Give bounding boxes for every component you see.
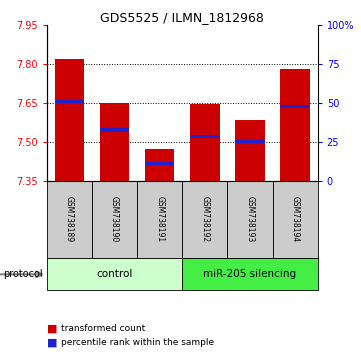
Bar	[190, 135, 219, 138]
Text: GSM738189: GSM738189	[65, 196, 74, 242]
Bar	[100, 128, 129, 132]
Bar	[55, 58, 84, 181]
Bar	[227, 181, 273, 258]
Bar	[182, 258, 318, 290]
Bar	[280, 69, 310, 181]
Bar	[145, 162, 174, 165]
Text: protocol: protocol	[4, 269, 43, 279]
Text: ■: ■	[47, 324, 57, 333]
Text: GSM738192: GSM738192	[200, 196, 209, 242]
Text: control: control	[96, 269, 133, 279]
Text: GSM738191: GSM738191	[155, 196, 164, 242]
Text: GSM738190: GSM738190	[110, 196, 119, 242]
Text: GSM738193: GSM738193	[245, 196, 255, 242]
Bar	[280, 105, 310, 108]
Bar	[235, 120, 265, 181]
Bar	[92, 181, 137, 258]
Bar	[235, 140, 265, 143]
Bar	[137, 181, 182, 258]
Text: percentile rank within the sample: percentile rank within the sample	[61, 338, 214, 347]
Bar	[55, 100, 84, 103]
Text: ■: ■	[47, 337, 57, 347]
Text: GSM738194: GSM738194	[291, 196, 300, 242]
Text: miR-205 silencing: miR-205 silencing	[204, 269, 296, 279]
Bar	[190, 104, 219, 181]
Bar	[182, 181, 227, 258]
Bar	[47, 258, 182, 290]
Title: GDS5525 / ILMN_1812968: GDS5525 / ILMN_1812968	[100, 11, 264, 24]
Bar	[100, 103, 129, 181]
Text: transformed count: transformed count	[61, 324, 145, 333]
Bar	[47, 181, 92, 258]
Bar	[145, 149, 174, 181]
Bar	[273, 181, 318, 258]
